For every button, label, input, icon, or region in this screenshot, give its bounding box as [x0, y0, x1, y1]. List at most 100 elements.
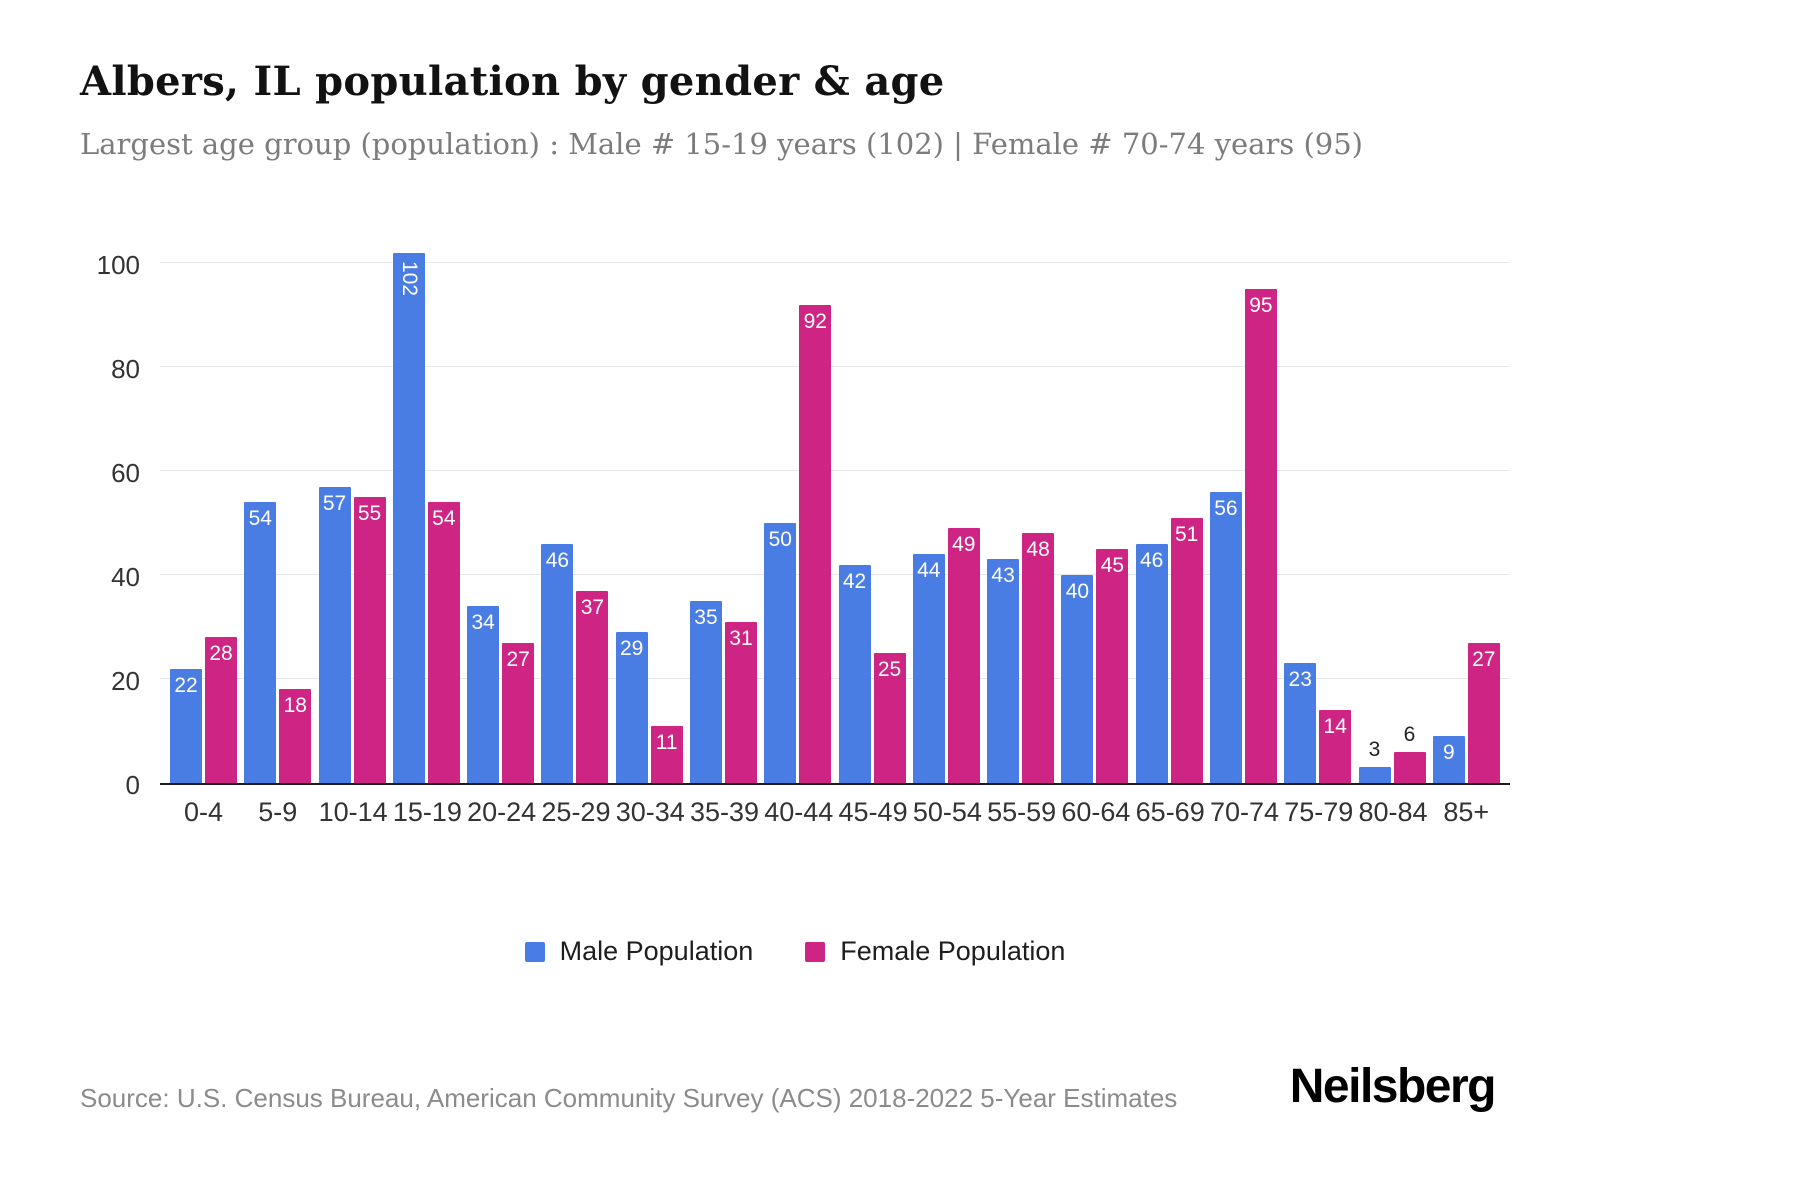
bar-value-label: 27 [506, 647, 530, 671]
x-tick-label: 55-59 [987, 797, 1057, 827]
bar-group: 42 25 [838, 564, 906, 783]
x-tick-label: 85+ [1443, 797, 1490, 827]
female-bar: 25 [873, 653, 906, 783]
female-bar: 14 [1319, 710, 1352, 783]
female-bar: 6 [1393, 723, 1426, 783]
male-swatch [524, 941, 545, 962]
male-bar: 3 [1358, 738, 1391, 783]
y-tick-label: 40 [111, 562, 140, 592]
bar-group: 34 27 [467, 606, 535, 783]
bar-group: 46 37 [541, 543, 609, 783]
y-axis: 0 20 40 60 80 100 [80, 239, 160, 800]
female-bar: 51 [1170, 517, 1203, 783]
bar-groups: 22 28 54 18 57 55 102 54 34 27 46 37 29 11 35 31 50 92 42 2… [170, 239, 1500, 783]
male-bar: 35 [689, 601, 722, 783]
male-bar: 42 [838, 564, 871, 783]
bar-value-label: 3 [1368, 738, 1381, 762]
y-tick-label: 100 [96, 250, 140, 280]
female-swatch [805, 941, 826, 962]
bar-group: 54 18 [244, 502, 312, 783]
bar-value-label: 49 [952, 533, 976, 557]
page-title: Albers, IL population by gender & age [80, 58, 945, 105]
gridline [160, 262, 1510, 263]
bar-value-label: 27 [1472, 647, 1496, 671]
x-tick-label: 20-24 [467, 797, 537, 827]
source-text: Source: U.S. Census Bureau, American Com… [80, 1083, 1178, 1113]
x-tick-label: 60-64 [1061, 797, 1131, 827]
female-bar: 27 [1467, 642, 1500, 783]
y-tick-label: 80 [111, 354, 140, 384]
female-bar: 18 [279, 689, 312, 783]
bar-value-label: 92 [803, 309, 827, 333]
x-tick-label: 5-9 [258, 797, 298, 827]
y-tick-label: 0 [125, 770, 140, 800]
bar-value-label: 48 [1026, 538, 1050, 562]
bar-value-label: 22 [174, 673, 198, 697]
x-tick-label: 70-74 [1209, 797, 1279, 827]
male-bar: 23 [1284, 663, 1317, 783]
male-bar: 46 [541, 543, 574, 783]
female-bar: 11 [650, 725, 683, 783]
bar-group: 50 92 [764, 304, 832, 783]
legend-item-female[interactable]: Female Population [805, 936, 1065, 967]
bar-value-label: 31 [729, 626, 753, 650]
bar-value-label: 25 [877, 658, 902, 681]
x-tick-label: 30-34 [615, 797, 685, 827]
x-tick-label: 45-49 [838, 797, 908, 827]
brand-logo: Neilsberg [1289, 1060, 1497, 1113]
y-tick-label: 60 [111, 458, 140, 488]
female-bar: 28 [205, 637, 237, 783]
bar-value-label: 46 [1139, 548, 1164, 572]
x-tick-label: 15-19 [392, 797, 462, 827]
bar-value-label: 29 [620, 637, 644, 661]
bar-value-label: 55 [357, 502, 382, 525]
male-bar: 29 [615, 632, 648, 783]
bar-group: 102 54 [392, 252, 460, 783]
female-bar: 31 [724, 621, 757, 783]
bar-value-label: 14 [1323, 715, 1347, 739]
bar-value-label: 51 [1174, 522, 1199, 546]
bar-group: 56 95 [1209, 289, 1277, 783]
legend-item-male[interactable]: Male Population [524, 936, 753, 967]
gridline [160, 574, 1510, 575]
bar-value-label: 37 [580, 595, 605, 619]
bar-value-label: 34 [471, 611, 495, 635]
bar-group: 40 45 [1061, 549, 1129, 783]
female-bar: 37 [576, 590, 609, 783]
bar-value-label: 23 [1288, 668, 1312, 692]
female-bar: 48 [1022, 533, 1055, 783]
bar-value-label: 46 [545, 548, 570, 572]
male-bar: 57 [318, 486, 351, 783]
page-subtitle: Largest age group (population) : Male # … [80, 127, 1363, 161]
female-bar: 49 [947, 528, 980, 783]
legend-label-female: Female Population [840, 936, 1066, 966]
x-tick-label: 75-79 [1284, 797, 1354, 827]
bar-value-label: 11 [655, 730, 678, 754]
x-tick-label: 10-14 [318, 797, 388, 827]
bar-value-label: 43 [991, 564, 1015, 588]
bar-value-label: 50 [768, 528, 792, 551]
gridline [160, 678, 1510, 679]
male-bar: 9 [1432, 736, 1465, 783]
bar-value-label: 6 [1403, 722, 1416, 746]
x-tick-label: 35-39 [689, 797, 760, 827]
male-bar: 102 [392, 252, 425, 783]
legend: Male Population Female Population [80, 936, 1510, 967]
bar-value-label: 28 [209, 642, 233, 666]
bar-group: 43 48 [987, 533, 1055, 783]
female-bar: 54 [427, 502, 460, 783]
y-tick-label: 20 [111, 666, 140, 696]
bar-value-label: 54 [248, 507, 272, 531]
female-bar: 55 [353, 497, 386, 783]
male-bar: 44 [912, 554, 945, 783]
bar-value-label: 57 [322, 491, 347, 515]
bar-group: 22 28 [170, 637, 237, 783]
x-axis: 0-4 5-9 10-14 15-19 20-24 25-29 30-34 35-39 40-4… [160, 785, 1510, 828]
bar-group: 57 55 [318, 486, 386, 783]
gridline [160, 470, 1510, 471]
gridline [160, 366, 1510, 367]
male-bar: 22 [170, 668, 202, 783]
bar-value-label: 95 [1249, 294, 1273, 317]
x-tick-label: 40-44 [764, 797, 834, 827]
bar-value-label: 45 [1100, 554, 1125, 577]
